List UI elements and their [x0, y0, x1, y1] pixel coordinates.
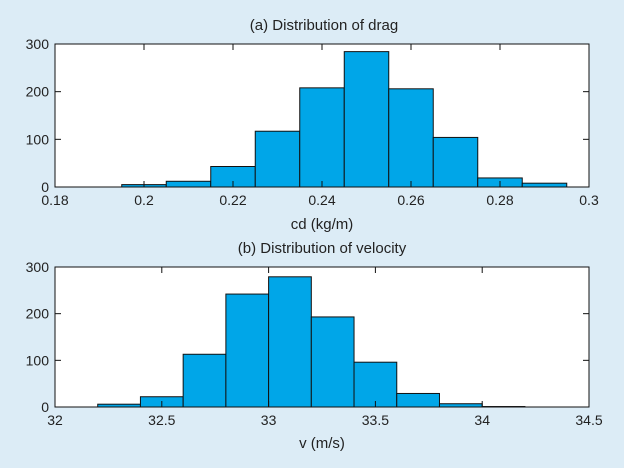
- x-axis-label-drag: cd (kg/m): [291, 216, 354, 233]
- bar-velocity-7: [396, 392, 440, 408]
- panel-drag: (a) Distribution of drag 0.18 0.2 0.22 0.24…: [26, 17, 599, 233]
- x-tick-label-velocity-5: 34.5: [575, 412, 602, 428]
- x-tick-label-velocity-0: 32: [47, 412, 63, 428]
- bar-velocity-3: [225, 293, 270, 408]
- chart-title-drag: (a) Distribution of drag: [250, 17, 398, 34]
- bar-drag-7: [432, 136, 479, 188]
- bar-drag-1: [165, 180, 212, 188]
- y-tick-label-drag-2: 200: [26, 84, 50, 100]
- ticks-drag: 0.18 0.2 0.22 0.24 0.26 0.28 0.3 0 100 200 300: [26, 36, 599, 208]
- y-tick-label-drag-0: 0: [41, 179, 49, 195]
- bar-drag-6: [388, 88, 434, 188]
- bars-drag: [121, 51, 568, 188]
- bar-drag-3: [254, 130, 301, 188]
- x-tick-label-drag-0: 0.18: [41, 192, 68, 208]
- bars-velocity: [97, 276, 526, 408]
- x-axis-label-velocity: v (m/s): [299, 435, 345, 452]
- x-tick-label-drag-6: 0.3: [579, 192, 599, 208]
- x-tick-label-drag-3: 0.24: [308, 192, 335, 208]
- plot-frame-velocity: [54, 266, 590, 408]
- plot-frame-drag: [54, 43, 590, 188]
- y-tick-label-drag-3: 300: [26, 36, 50, 52]
- bar-velocity-4: [268, 276, 312, 408]
- chart-title-velocity: (b) Distribution of velocity: [238, 240, 407, 257]
- y-tick-label-velocity-2: 200: [26, 306, 50, 322]
- x-tick-label-drag-1: 0.2: [134, 192, 154, 208]
- bar-drag-5: [343, 51, 390, 188]
- y-tick-label-drag-1: 100: [26, 131, 50, 147]
- bar-velocity-5: [310, 316, 355, 408]
- panel-velocity: (b) Distribution of velocity 32 32.5 33 33.…: [26, 240, 603, 452]
- bar-velocity-2: [182, 353, 227, 408]
- x-tick-label-velocity-1: 32.5: [148, 412, 175, 428]
- bar-drag-9: [521, 182, 568, 188]
- ticks-velocity: 32 32.5 33 33.5 34 34.5 0 100 200 300: [26, 259, 603, 428]
- x-tick-label-drag-2: 0.22: [219, 192, 246, 208]
- x-tick-label-drag-5: 0.28: [486, 192, 513, 208]
- x-tick-label-velocity-3: 33.5: [362, 412, 389, 428]
- y-tick-label-velocity-3: 300: [26, 259, 50, 275]
- y-tick-label-velocity-0: 0: [41, 399, 49, 415]
- y-tick-label-velocity-1: 100: [26, 352, 50, 368]
- bar-drag-4: [299, 87, 345, 188]
- x-tick-label-velocity-4: 34: [474, 412, 490, 428]
- x-tick-label-velocity-2: 33: [261, 412, 277, 428]
- x-tick-label-drag-4: 0.26: [397, 192, 424, 208]
- bar-velocity-6: [353, 361, 398, 408]
